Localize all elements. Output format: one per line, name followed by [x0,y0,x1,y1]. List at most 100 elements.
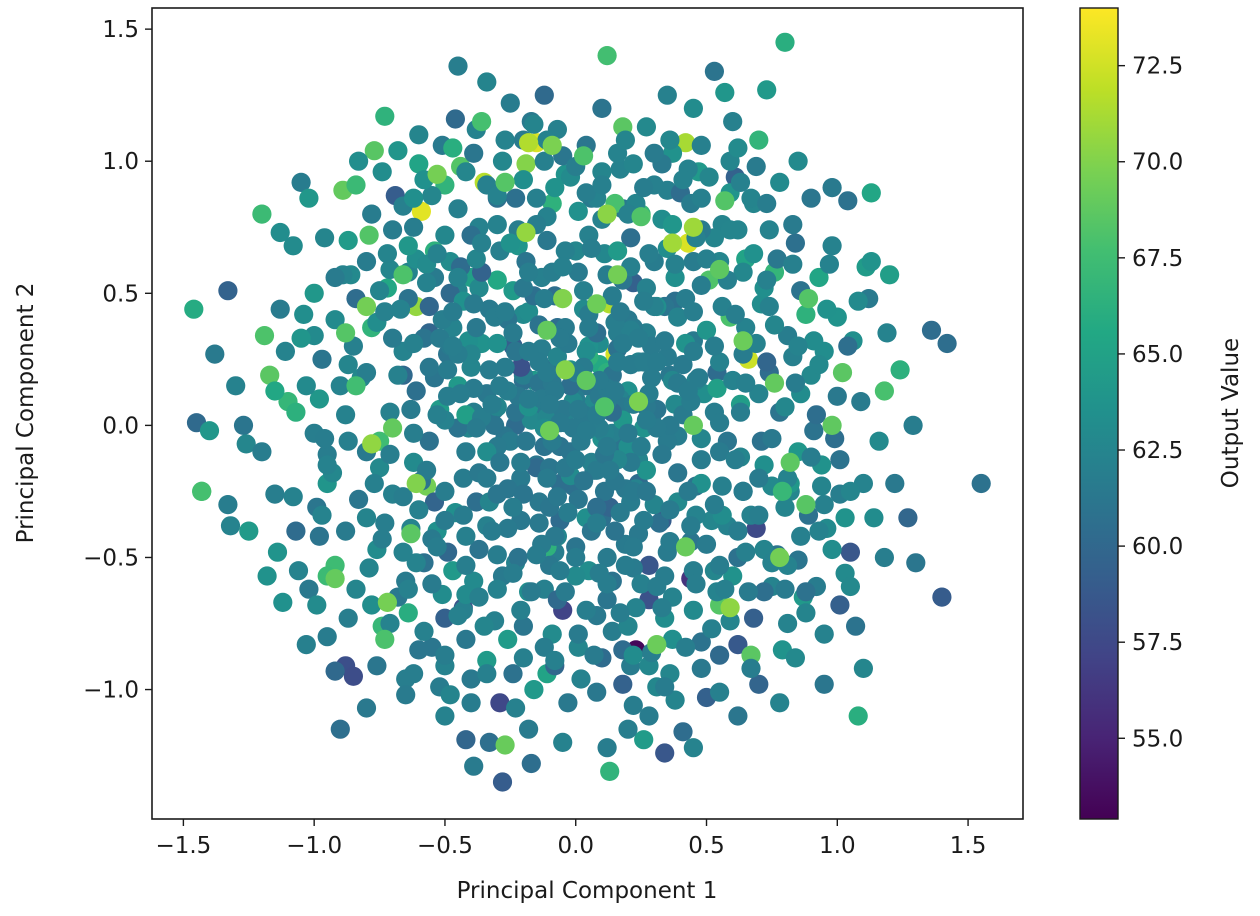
scatter-point [903,415,923,435]
scatter-point [728,706,748,726]
scatter-point [356,698,377,718]
scatter-point [809,521,829,541]
scatter-point [568,201,588,221]
scatter-point [710,413,730,433]
scatter-point [456,730,476,750]
scatter-point [749,384,769,404]
scatter-point [505,698,526,718]
scatter-point [759,220,779,240]
scatter-point [840,481,861,501]
scatter-point [757,80,777,100]
scatter-point [498,518,518,539]
scatter-point [809,355,829,375]
scatter-point [388,365,408,385]
scatter-point [422,186,442,206]
scatter-point [602,286,622,306]
scatter-point [618,423,638,443]
scatter-point [529,513,549,533]
scatter-point [835,508,855,528]
scatter-point [817,299,837,319]
scatter-point [466,249,486,269]
scatter-point [691,135,711,155]
scatter-point [665,267,685,288]
scatter-point [683,341,704,361]
scatter-point [566,566,586,586]
scatter-point [838,336,858,356]
scatter-point [380,613,400,634]
scatter-point [550,561,570,581]
scatter-point [720,611,740,631]
scatter-point [487,484,507,504]
scatter-point [404,664,424,684]
scatter-point [482,521,502,541]
scatter-point [597,738,617,758]
scatter-point [662,215,683,235]
scatter-point [733,481,753,501]
scatter-point [764,373,785,393]
scatter-point [419,357,439,377]
scatter-point [490,376,510,396]
colorbar-tick-label: 55.0 [1132,726,1183,752]
scatter-point [435,225,455,245]
scatter-point [233,415,254,435]
scatter-point [375,302,395,322]
colorbar-ticks: 55.0 57.5 60.0 62.5 65.0 67.5 70.0 72.5 [1118,54,1183,752]
scatter-point [294,304,314,324]
scatter-point [534,637,554,657]
scatter-point [427,244,447,264]
scatter-point [806,405,827,425]
scatter-point [749,674,769,694]
scatter-point [474,616,494,636]
scatter-point [558,502,578,523]
scatter-point [783,215,803,235]
scatter-point [814,674,834,694]
scatter-point [691,275,711,295]
scatter-point [733,262,753,282]
scatter-point [461,357,481,377]
scatter-point [673,722,693,742]
scatter-point [668,307,688,327]
scatter-point [526,188,547,208]
scatter-point [375,629,395,650]
scatter-point [634,730,654,750]
scatter-point [451,384,471,404]
scatter-point [435,510,455,531]
scatter-point [359,225,379,245]
scatter-point [338,230,358,251]
scatter-point [513,278,534,298]
scatter-point [757,270,777,290]
scatter-point [220,516,241,536]
colorbar-tick-label: 60.0 [1132,534,1183,560]
scatter-point [851,392,871,412]
scatter-point [785,648,806,668]
scatter-point [265,381,285,401]
scatter-point [822,236,842,256]
scatter-point [393,265,413,285]
scatter-point [267,542,288,562]
scatter-point [639,555,659,576]
scatter-point [312,505,332,525]
scatter-point [346,579,366,599]
scatter-point [715,579,735,599]
scatter-point [346,376,366,396]
scatter-point [783,254,803,274]
scatter-point [704,495,725,515]
scatter-point [367,656,387,676]
scatter-point [814,495,834,515]
scatter-point [325,267,345,288]
scatter-point [252,204,272,224]
scatter-point [628,392,649,412]
scatter-point [796,582,816,602]
scatter-point [613,333,633,354]
scatter-point [534,85,554,105]
scatter-point [487,333,507,354]
y-tick-label: 0.5 [102,281,139,307]
scatter-point [456,629,476,650]
scatter-point [325,569,345,589]
scatter-point [723,112,743,132]
scatter-point [184,299,204,319]
x-axis: −1.5 −1.0 −0.5 0.0 0.5 1.0 1.5 [155,819,986,859]
scatter-point [495,735,515,755]
scatter-point [689,368,709,388]
scatter-point [864,508,884,528]
